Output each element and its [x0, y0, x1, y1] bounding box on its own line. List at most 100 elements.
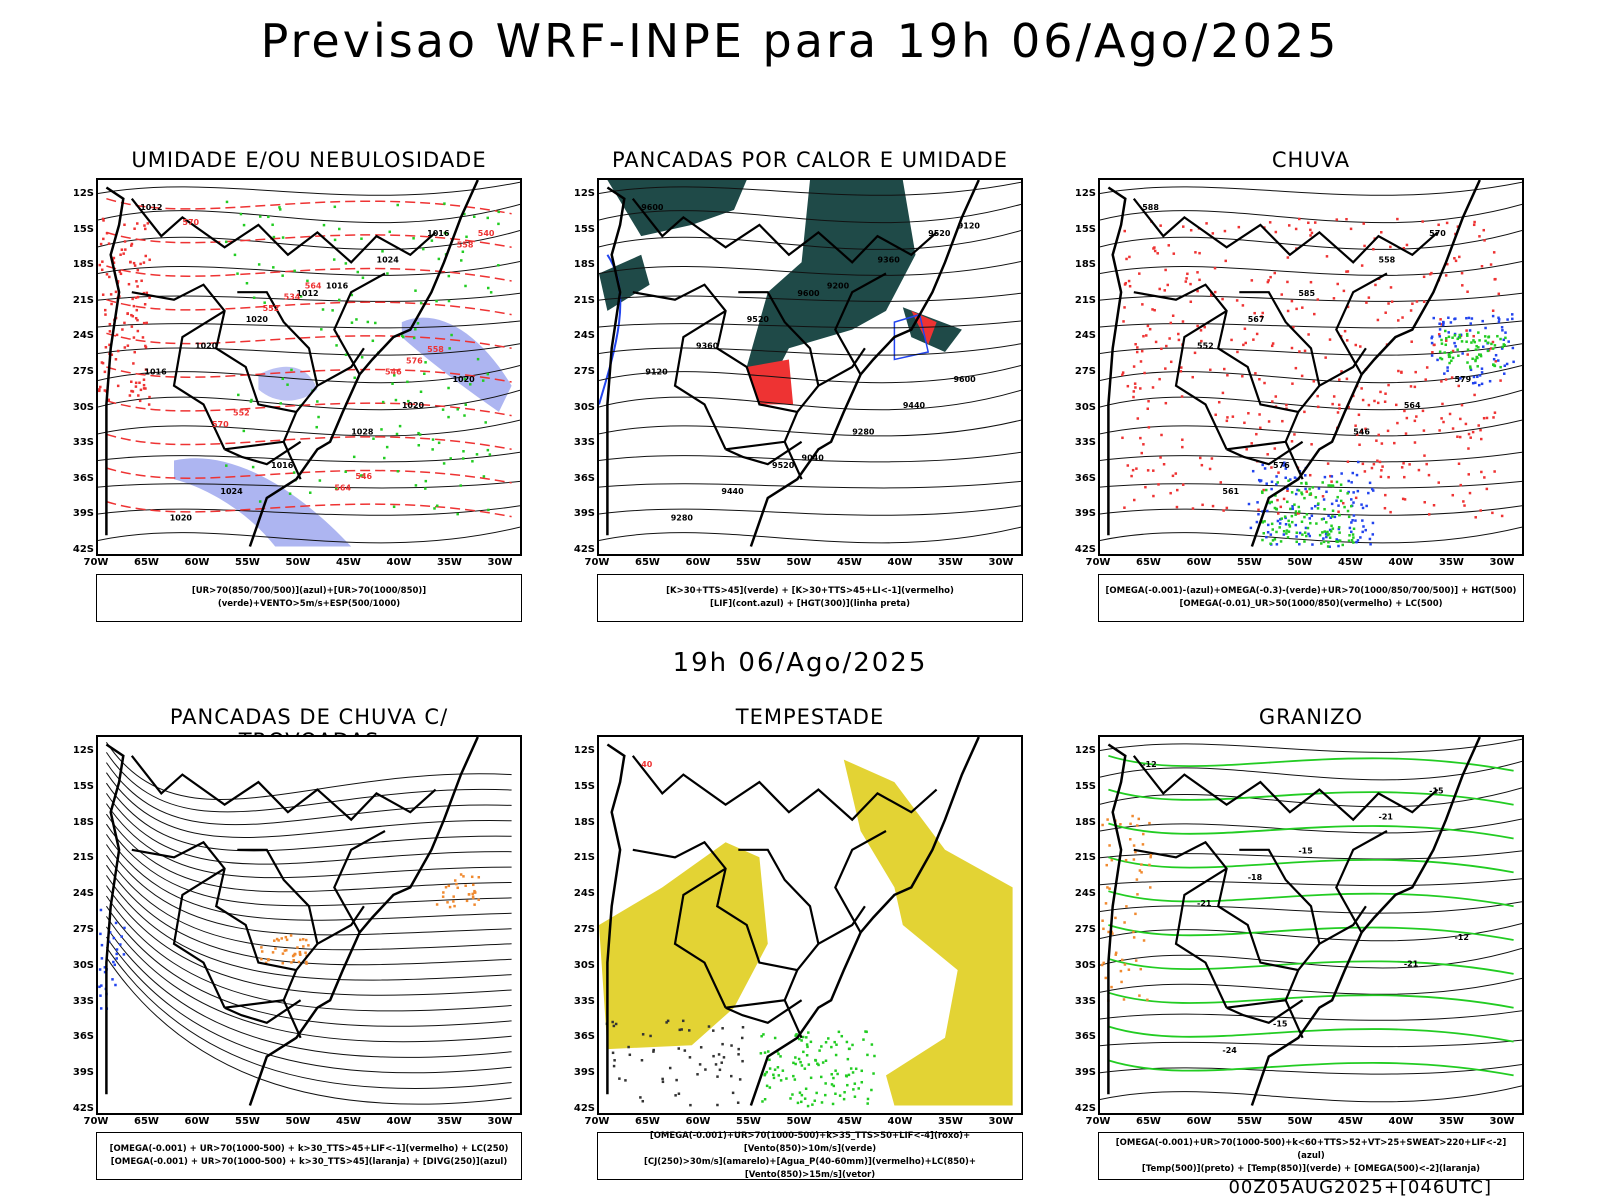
- rain-speckle: [1290, 299, 1294, 303]
- omega-speckle: [1453, 341, 1456, 345]
- contour-line: [105, 782, 512, 852]
- wind-speckle: [806, 1045, 809, 1049]
- red-speckle: [135, 308, 139, 312]
- storm-speckle: [284, 935, 288, 939]
- wind-speckle: [803, 1067, 807, 1070]
- red-speckle: [105, 231, 109, 235]
- rain-speckle: [1247, 412, 1250, 415]
- vector-mark: [716, 1103, 719, 1107]
- green-speckle: [350, 321, 354, 324]
- omega-speckle: [1309, 521, 1312, 525]
- omega-speckle: [1293, 476, 1297, 479]
- omega-speckle: [1492, 357, 1496, 361]
- omega-speckle: [1506, 318, 1509, 321]
- rain-speckle: [1360, 429, 1363, 433]
- storm-speckle: [304, 938, 308, 942]
- omega-speckle: [1287, 519, 1290, 523]
- rain-speckle: [1341, 501, 1345, 505]
- omega-speckle: [1439, 356, 1442, 360]
- rain-speckle: [1123, 506, 1126, 509]
- rain-speckle: [1316, 394, 1319, 398]
- divg-speckle: [113, 963, 117, 967]
- contour-line: [98, 181, 520, 196]
- rain-speckle: [1241, 304, 1245, 307]
- green-speckle: [281, 377, 285, 381]
- omega-speckle: [1270, 480, 1274, 484]
- green-speckle: [486, 372, 490, 376]
- contour-line: [105, 742, 512, 800]
- rain-speckle: [1263, 381, 1266, 385]
- contour-label: 1016: [427, 229, 450, 238]
- red-speckle: [127, 282, 131, 286]
- wind-speckle: [857, 1087, 860, 1090]
- rain-speckle: [1236, 350, 1239, 354]
- omega-speckle: [1447, 335, 1451, 339]
- legend-line: [OMEGA(-0.001) + UR>70(1000-500) + k>30_…: [110, 1157, 508, 1167]
- rain-speckle: [1313, 312, 1316, 316]
- rain-speckle: [1432, 503, 1436, 507]
- rain-speckle: [1422, 275, 1426, 279]
- omega-speckle: [1479, 353, 1483, 356]
- green-speckle: [242, 429, 246, 433]
- vector-mark: [688, 1029, 691, 1032]
- contour-label: 9120: [645, 367, 668, 376]
- omega-speckle: [1486, 349, 1490, 353]
- wind-speckle: [862, 1038, 865, 1041]
- lon-tick-label: 35W: [938, 1116, 963, 1127]
- omega-speckle: [1261, 463, 1264, 467]
- rain-speckle: [1186, 272, 1189, 276]
- rain-speckle: [1397, 369, 1400, 373]
- lon-tick-label: 65W: [134, 557, 159, 568]
- wind-speckle: [866, 1102, 869, 1105]
- rain-speckle: [1271, 400, 1274, 403]
- omega-speckle: [1283, 463, 1287, 467]
- rain-speckle: [1367, 403, 1371, 407]
- wind-speckle: [762, 1033, 765, 1036]
- divg-speckle: [100, 957, 104, 960]
- vector-mark: [718, 1068, 722, 1072]
- storm-speckle: [441, 895, 445, 898]
- omega-speckle: [1476, 365, 1479, 368]
- thickness-label: 570: [182, 218, 199, 227]
- red-speckle: [134, 317, 138, 320]
- red-speckle: [143, 303, 147, 306]
- rain-speckle: [1464, 422, 1468, 426]
- wind-speckle: [777, 1052, 780, 1056]
- red-speckle: [120, 248, 124, 251]
- rain-speckle: [1292, 325, 1295, 329]
- green-speckle: [308, 491, 312, 494]
- temp850-contour: [1108, 822, 1514, 840]
- rain-speckle: [1180, 366, 1183, 369]
- rain-speckle: [1307, 221, 1310, 225]
- green-speckle: [486, 448, 490, 452]
- rain-speckle: [1242, 343, 1245, 347]
- vector-mark: [628, 1053, 632, 1057]
- rain-speckle: [1286, 309, 1290, 313]
- omega-speckle: [1352, 536, 1355, 539]
- omega-speckle: [1287, 479, 1290, 483]
- rain-speckle: [1269, 275, 1272, 279]
- green-speckle: [237, 393, 240, 397]
- temp850-contour: [1108, 1059, 1514, 1077]
- storm-speckle: [281, 952, 285, 955]
- wind-speckle: [765, 1070, 768, 1074]
- storm-speckle: [442, 891, 445, 894]
- contour-label: -15: [1298, 847, 1313, 856]
- rain-speckle: [1427, 473, 1431, 477]
- wind-speckle: [873, 1054, 876, 1058]
- omega-speckle: [1331, 509, 1335, 513]
- rain-speckle: [1136, 346, 1139, 349]
- instability-area: [599, 254, 650, 311]
- vector-mark: [612, 1064, 616, 1068]
- green-speckle: [272, 235, 276, 239]
- green-speckle: [497, 264, 500, 267]
- rain-speckle: [1235, 299, 1239, 302]
- rain-speckle: [1479, 509, 1482, 512]
- omega-speckle: [1497, 316, 1500, 320]
- hail-speckle: [1104, 902, 1108, 905]
- rain-speckle: [1211, 232, 1215, 235]
- omega-speckle: [1371, 533, 1375, 536]
- contour-label: 9520: [747, 315, 770, 324]
- omega-speckle: [1278, 522, 1282, 525]
- rain-speckle: [1459, 417, 1462, 421]
